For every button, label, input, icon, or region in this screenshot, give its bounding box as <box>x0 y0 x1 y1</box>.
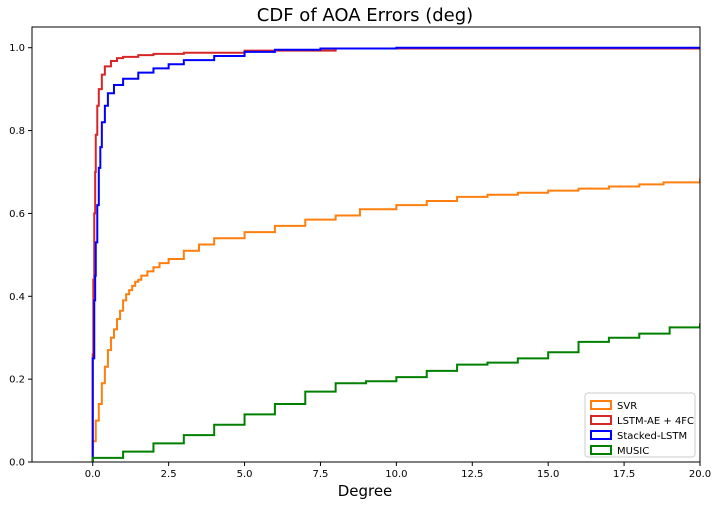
legend-box <box>584 392 696 458</box>
legend-label: LSTM-AE + 4FC <box>617 416 694 427</box>
y-tick-label: 0.8 <box>9 126 25 137</box>
x-tick-label: 12.5 <box>461 469 483 480</box>
x-tick-label: 10.0 <box>385 469 407 480</box>
y-tick-label: 0.2 <box>9 375 25 386</box>
chart-title: CDF of AOA Errors (deg) <box>257 5 473 26</box>
x-tick-label: 15.0 <box>537 469 559 480</box>
legend-label: SVR <box>617 401 637 412</box>
axes: 0.0 2.5 5.0 7.5 10.0 12.5 15.0 17.5 20.0 0.0 0.2 0.… <box>9 26 711 480</box>
legend-swatch <box>590 415 612 425</box>
y-tick-label: 0.6 <box>9 209 25 220</box>
axes-frame <box>31 26 701 463</box>
x-tick-label: 5.0 <box>237 469 253 480</box>
x-tick-label: 0.0 <box>85 469 101 480</box>
legend: SVR LSTM-AE + 4FC Stacked-LSTM MUSIC <box>584 392 696 458</box>
y-tick-label: 0.4 <box>9 292 25 303</box>
x-axis-label: Degree <box>338 482 393 500</box>
y-tick-label: 1.0 <box>9 43 25 54</box>
legend-swatch <box>590 445 612 455</box>
legend-label: MUSIC <box>617 446 649 457</box>
x-tick-label: 17.5 <box>613 469 635 480</box>
legend-swatch <box>590 400 612 410</box>
series-line-music <box>91 323 700 462</box>
series-line-stacked-lstm <box>91 46 700 462</box>
x-tick-label: 2.5 <box>161 469 177 480</box>
x-tick-label: 7.5 <box>313 469 329 480</box>
y-tick-label: 0.0 <box>9 458 25 469</box>
legend-swatch <box>590 430 612 440</box>
plot-area <box>91 46 700 462</box>
x-tick-label: 20.0 <box>689 469 711 480</box>
series-line-lstm-ae-4fc <box>91 47 700 462</box>
series-line-svr <box>91 178 700 462</box>
legend-label: Stacked-LSTM <box>617 431 687 442</box>
